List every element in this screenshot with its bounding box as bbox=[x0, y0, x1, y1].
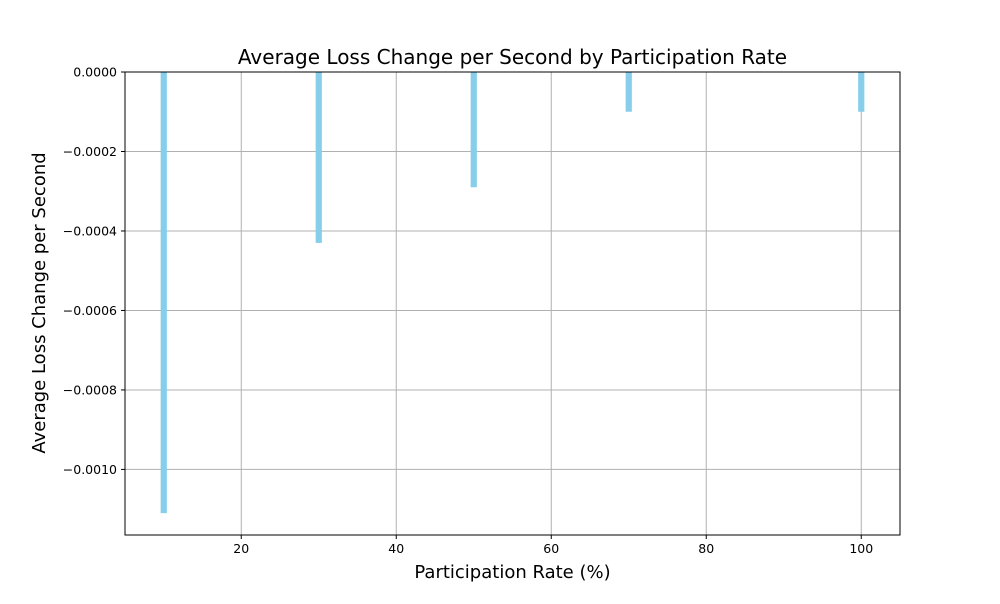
y-tick-label: −0.0008 bbox=[63, 382, 117, 397]
y-axis-label: Average Loss Change per Second bbox=[29, 152, 50, 453]
bar-layer bbox=[160, 72, 865, 514]
y-tick-label: −0.0010 bbox=[63, 462, 117, 477]
bar bbox=[160, 72, 167, 514]
x-tick-label: 80 bbox=[698, 541, 714, 556]
plot-frame bbox=[124, 71, 901, 536]
bar bbox=[315, 72, 322, 243]
chart-title: Average Loss Change per Second by Partic… bbox=[238, 45, 787, 69]
y-tick-label: 0.0000 bbox=[73, 65, 117, 80]
bar bbox=[858, 72, 865, 112]
bar bbox=[470, 72, 477, 188]
x-tick-label: 100 bbox=[849, 541, 873, 556]
tick-layer: 20 40 60 80 100 0.0000 −0.0002 −0.0004 −0.0006 −0… bbox=[63, 65, 873, 557]
y-tick-label: −0.0002 bbox=[63, 144, 117, 159]
x-axis-label: Participation Rate (%) bbox=[414, 562, 610, 583]
x-tick-label: 40 bbox=[388, 541, 404, 556]
y-tick-label: −0.0006 bbox=[63, 303, 117, 318]
x-tick-label: 20 bbox=[233, 541, 249, 556]
bar bbox=[625, 72, 632, 112]
grid-layer bbox=[125, 71, 900, 535]
x-tick-label: 60 bbox=[543, 541, 559, 556]
y-tick-label: −0.0004 bbox=[63, 223, 117, 238]
